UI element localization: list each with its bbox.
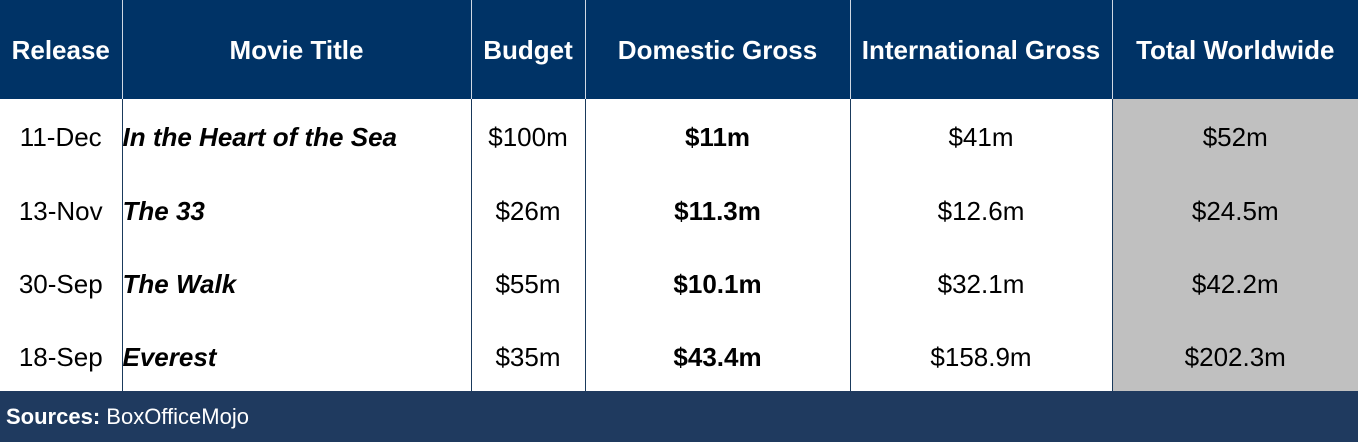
domestic-gross-cell: $43.4m <box>584 321 850 394</box>
budget-cell: $55m <box>470 248 585 321</box>
domestic-gross-cell: $11.3m <box>584 175 850 248</box>
total-worldwide-cell: $42.2m <box>1111 248 1358 321</box>
column-header-domestic-gross: Domestic Gross <box>584 0 850 99</box>
column-header-budget: Budget <box>470 0 585 99</box>
sources-footer: Sources: BoxOfficeMojo <box>0 391 1358 442</box>
sources-text: BoxOfficeMojo <box>106 404 249 429</box>
budget-cell: $35m <box>470 321 585 394</box>
international-gross-cell: $12.6m <box>849 175 1112 248</box>
release-cell: 11-Dec <box>19 121 102 152</box>
sources-label: Sources: <box>6 404 101 429</box>
international-gross-cell: $158.9m <box>849 321 1112 394</box>
domestic-gross-cell: $10.1m <box>584 248 850 321</box>
table-row: 11-Dec In the Heart of the Sea $100m $11… <box>0 99 1358 175</box>
release-cell: 13-Nov <box>18 196 103 226</box>
movie-title-cell: In the Heart of the Sea <box>121 99 471 175</box>
total-worldwide-cell: $52m <box>1111 99 1358 175</box>
budget-cell: $100m <box>470 99 585 175</box>
total-worldwide-cell: $202.3m <box>1111 321 1358 394</box>
column-header-release: Release <box>0 0 122 99</box>
table-row: 13-Nov The 33 $26m $11.3m $12.6m $24.5m <box>0 175 1358 248</box>
table-row: 18-Sep Everest $35m $43.4m $158.9m $202.… <box>0 321 1358 394</box>
release-cell: 30-Sep <box>18 269 103 299</box>
domestic-gross-cell: $11m <box>584 99 850 175</box>
release-cell: 18-Sep <box>18 342 103 372</box>
column-header-international-gross: International Gross <box>849 0 1112 99</box>
international-gross-cell: $41m <box>849 99 1112 175</box>
column-header-total-worldwide: Total Worldwide <box>1111 0 1358 99</box>
movie-title-cell: The 33 <box>121 175 471 248</box>
movie-title-cell: Everest <box>121 321 471 394</box>
international-gross-cell: $32.1m <box>849 248 1112 321</box>
total-worldwide-cell: $24.5m <box>1111 175 1358 248</box>
column-header-movie-title: Movie Title <box>121 0 471 99</box>
movie-title-cell: The Walk <box>121 248 471 321</box>
header-row: Release Movie Title Budget Domestic Gros… <box>0 0 1358 99</box>
table-row: 30-Sep The Walk $55m $10.1m $32.1m $42.2… <box>0 248 1358 321</box>
budget-cell: $26m <box>470 175 585 248</box>
box-office-table: Release Movie Title Budget Domestic Gros… <box>0 0 1358 394</box>
